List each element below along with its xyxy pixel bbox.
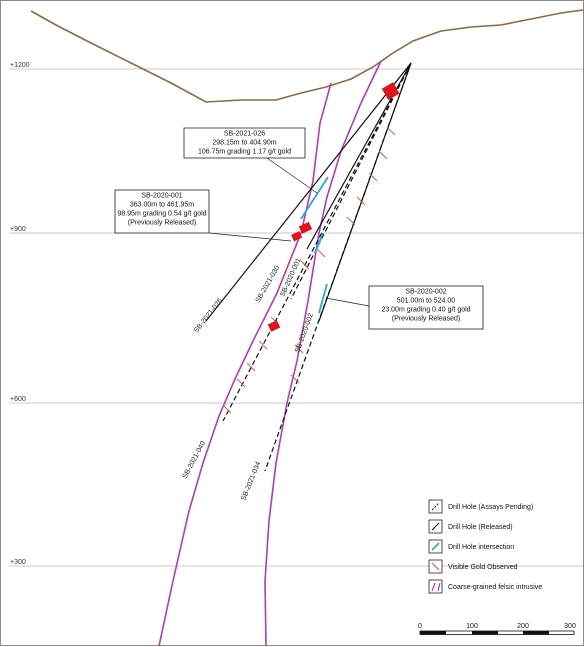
- callout-grade: 106.75m grading 1.17 g/t gold: [198, 149, 291, 156]
- legend-item-visible-gold: Visible Gold Observed: [428, 559, 518, 574]
- callout-title: SB-2021-026: [224, 131, 265, 138]
- callout-box: [183, 127, 306, 159]
- callout-interval: 363.00m to 461.95m: [130, 202, 194, 209]
- visible-gold-tick: [300, 260, 310, 270]
- drill-pad: [381, 82, 400, 101]
- elevation-label-600: +600: [10, 396, 26, 403]
- drill-holes: [205, 62, 412, 472]
- legend-item-intrusive: Coarse-grained felsic intrusive: [428, 579, 542, 594]
- visible-gold-tick: [258, 340, 268, 350]
- visible-gold-tick: [346, 216, 356, 226]
- visible-gold-icon-mark: [431, 562, 440, 571]
- scale-label-0: 0: [418, 623, 422, 630]
- intrusive-icon-mark: [431, 582, 441, 592]
- drill-trace-sb-2021-034: [264, 62, 412, 472]
- red-interval-block: [298, 221, 313, 234]
- visible-gold-tick: [368, 172, 378, 182]
- elevation-label-900: +900: [10, 226, 26, 233]
- callout-status: (Previously Released): [392, 316, 460, 323]
- intersection-icon-mark: [431, 542, 440, 551]
- visible-gold-tick: [378, 150, 388, 160]
- red-interval-block: [291, 231, 303, 242]
- intrusive-icon: [428, 579, 443, 594]
- intersection-sb-2020-001: [314, 232, 324, 254]
- visible-gold-markers: [222, 126, 396, 414]
- visible-gold-tick: [316, 248, 326, 258]
- visible-gold-tick: [294, 344, 304, 354]
- callout-box: [114, 189, 210, 234]
- callout-interval: 501.00m to 524.00: [397, 298, 455, 305]
- callout-leader: [266, 157, 318, 194]
- legend-label: Coarse-grained felsic intrusive: [448, 584, 542, 591]
- callout-interval: 298.15m to 404.90m: [212, 140, 276, 147]
- callout-grade: 23.00m grading 0.40 g/t gold: [381, 307, 470, 314]
- callout-leader: [325, 297, 370, 307]
- callout-sb-2020-002: SB-2020-002 501.00m to 524.00 23.00m gra…: [325, 285, 484, 330]
- callout-status: (Previously Released): [128, 220, 196, 227]
- visible-gold-tick: [236, 378, 246, 388]
- hole-label-sb-2021-026: SB-2021-026: [193, 297, 224, 334]
- callout-leader: [208, 232, 292, 242]
- callout-box: [368, 285, 484, 330]
- callout-grade: 98.95m grading 0.54 g/t gold: [117, 211, 206, 218]
- scale-bar: 0 100 200 300: [418, 623, 576, 635]
- callout-sb-2021-026: SB-2021-026 298.15m to 404.90m 106.75m g…: [183, 127, 318, 194]
- legend-label: Visible Gold Observed: [448, 564, 518, 571]
- elevation-label-300: +300: [10, 559, 26, 566]
- drill-intersections: [300, 176, 329, 314]
- intersection-sb-2020-002: [318, 283, 328, 314]
- legend-label: Drill Hole (Assays Pending): [448, 504, 533, 511]
- topography-line: [30, 9, 584, 103]
- felsic-intrusive: [158, 60, 382, 647]
- elevation-labels: +1200 +900 +600 +300: [10, 62, 30, 566]
- dashed-drill-hole-icon-mark: [431, 502, 440, 511]
- legend-label: Drill Hole (Released): [448, 524, 513, 531]
- elevation-grid: [9, 68, 583, 567]
- solid-drill-hole-icon-mark: [431, 522, 440, 531]
- scale-bar-segment: [472, 631, 498, 635]
- visible-gold-tick: [246, 362, 256, 372]
- hole-label-sb-2021-034: SB-2021-034: [240, 461, 262, 502]
- visible-gold-tick: [386, 126, 396, 136]
- drill-trace-sb-2021-030: [290, 62, 412, 300]
- callout-title: SB-2020-002: [405, 289, 446, 296]
- red-interval-block: [267, 320, 281, 332]
- visible-gold-tick: [290, 374, 300, 384]
- drill-pad-markers: [267, 82, 400, 332]
- legend-item-released: Drill Hole (Released): [428, 519, 513, 534]
- scale-label-100: 100: [466, 623, 478, 630]
- elevation-label-1200: +1200: [10, 62, 30, 69]
- drill-trace-sb-2021-040: [222, 62, 412, 422]
- hole-label-sb-2021-030: SB-2021-030: [255, 265, 282, 304]
- intrusive-contact-west: [158, 82, 332, 647]
- visible-gold-tick: [222, 404, 232, 414]
- legend-item-assays-pending: Drill Hole (Assays Pending): [428, 499, 533, 514]
- callout-title: SB-2020-001: [141, 193, 182, 200]
- drill-trace-sb-2021-026: [205, 62, 412, 322]
- scale-label-200: 200: [517, 623, 529, 630]
- visible-gold-tick: [356, 196, 366, 206]
- intrusive-contact-east: [264, 60, 382, 647]
- scale-bar-segment: [523, 631, 549, 635]
- legend: Drill Hole (Assays Pending) Drill Hole (…: [428, 499, 542, 594]
- scale-label-300: 300: [564, 623, 576, 630]
- callout-sb-2020-001: SB-2020-001 363.00m to 461.95m 98.95m gr…: [114, 189, 292, 242]
- legend-item-intersection: Drill Hole intersection: [428, 539, 514, 554]
- legend-label: Drill Hole intersection: [448, 544, 514, 551]
- scale-bar-segment: [420, 631, 446, 635]
- intersection-sb-2021-026: [300, 176, 329, 220]
